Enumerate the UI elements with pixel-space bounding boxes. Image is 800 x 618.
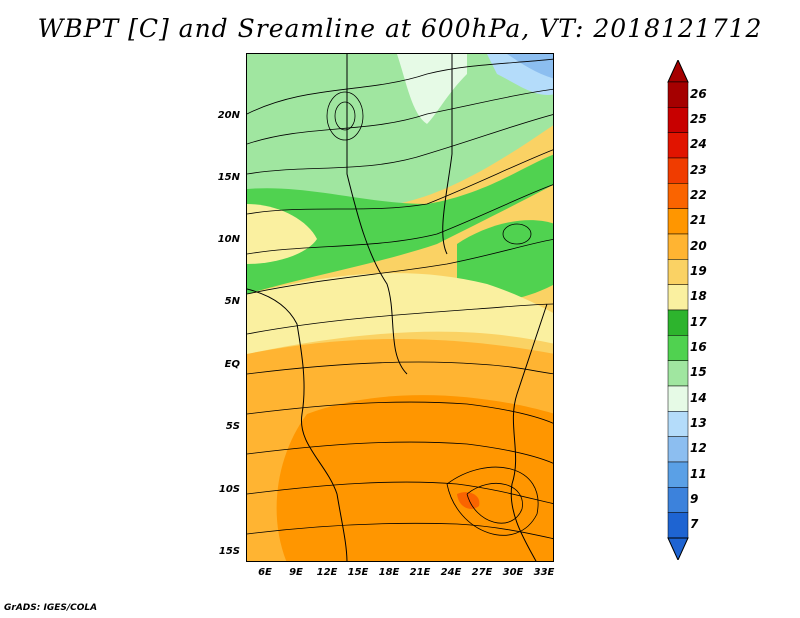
lon-label: 15E	[347, 567, 369, 578]
lon-label: 12E	[316, 567, 338, 578]
region-21	[276, 395, 553, 561]
chart-title: WBPT [C] and Sreamline at 600hPa, VT: 20…	[37, 14, 763, 43]
region-18-west	[247, 204, 317, 264]
colorbar	[667, 60, 689, 560]
colorbar-swatch	[667, 335, 689, 361]
colorbar-label: 24	[690, 137, 707, 152]
lon-label: 33E	[533, 567, 555, 578]
colorbar-label: 17	[690, 314, 707, 329]
colorbar-label: 22	[690, 188, 707, 202]
colorbar-swatch	[667, 360, 689, 387]
wbpt-field	[247, 54, 553, 561]
map-panel	[246, 53, 554, 562]
region-15	[397, 54, 467, 124]
colorbar-swatch	[667, 436, 689, 463]
lat-label: 15N	[217, 172, 240, 183]
colorbar-swatch	[667, 208, 689, 235]
colorbar-label: 23	[690, 162, 707, 177]
colorbar-label: 20	[690, 238, 707, 253]
region-17-east	[457, 220, 553, 301]
colorbar-swatch	[667, 183, 689, 209]
colorbar-swatch	[667, 284, 689, 311]
colorbar-label: 13	[690, 416, 707, 430]
region-16	[247, 54, 553, 229]
colorbar-swatch	[667, 411, 689, 437]
colorbar-label: 7	[690, 517, 699, 532]
lon-label: 21E	[409, 567, 431, 578]
colorbar-label: 12	[690, 441, 707, 456]
colorbar-swatch	[667, 81, 689, 108]
colorbar-label: 21	[690, 213, 707, 228]
colorbar-label: 18	[690, 289, 707, 304]
colorbar-top-arrow	[667, 60, 689, 83]
lon-label: 24E	[440, 567, 462, 578]
lat-label: 20N	[217, 110, 240, 121]
colorbar-label: 16	[690, 340, 707, 354]
colorbar-label: 26	[690, 86, 707, 101]
colorbar-label: 15	[690, 365, 707, 380]
colorbar-swatch	[667, 259, 689, 285]
colorbar-swatch	[667, 132, 689, 159]
colorbar-label: 11	[690, 466, 707, 481]
borders	[247, 54, 548, 561]
colorbar-swatch	[667, 512, 689, 539]
lon-label: 30E	[502, 567, 524, 578]
streamlines	[247, 58, 553, 539]
lat-label: 5N	[224, 296, 240, 307]
lon-label: 9E	[289, 567, 303, 578]
colorbar-label: 9	[690, 492, 699, 506]
colorbar-label: 25	[690, 112, 707, 126]
region-22	[457, 492, 480, 509]
colorbar-swatch	[667, 385, 689, 412]
lat-label: 15S	[218, 546, 240, 557]
footer-credit: GrADS: IGES/COLA	[4, 603, 98, 613]
colorbar-bottom-arrow	[667, 537, 689, 560]
colorbar-swatch	[667, 487, 689, 513]
lat-label: 5S	[225, 421, 240, 432]
region-18	[247, 273, 553, 354]
region-17-band	[247, 154, 553, 294]
lon-label: 6E	[258, 567, 272, 578]
colorbar-swatch	[667, 233, 689, 260]
lon-label: 27E	[471, 567, 493, 578]
colorbar-label: 19	[690, 264, 707, 278]
lat-label: 10N	[217, 234, 240, 245]
lat-label: EQ	[224, 359, 240, 370]
colorbar-label: 14	[690, 390, 707, 405]
lat-label: 10S	[218, 484, 240, 495]
lon-label: 18E	[378, 567, 400, 578]
colorbar-swatch	[667, 157, 689, 184]
colorbar-swatch	[667, 461, 689, 488]
colorbar-swatch	[667, 107, 689, 133]
colorbar-swatch	[667, 309, 689, 336]
